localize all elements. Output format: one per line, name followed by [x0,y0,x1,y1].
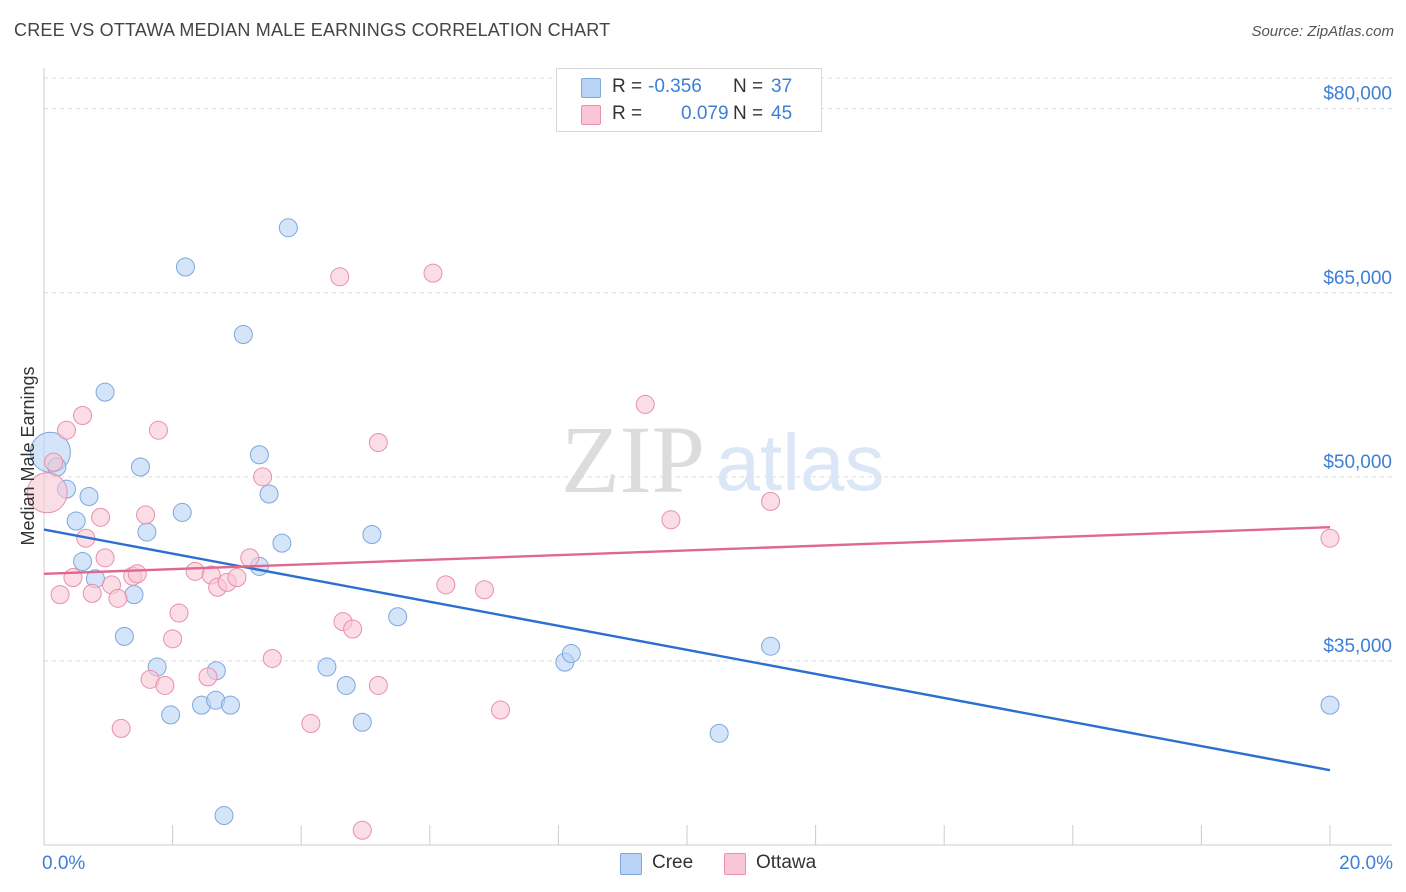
cree-point [336,675,356,695]
ottawa-trend-line [43,525,1331,575]
ottawa-point [163,629,183,649]
cree-point [114,626,134,646]
legend-n-value-ottawa: 45 [771,103,793,124]
ottawa-point [761,491,781,511]
cree-point [561,644,581,664]
cree-point [362,525,382,545]
ottawa-point [352,820,372,840]
ottawa-point [368,675,388,695]
cree-point [249,445,269,465]
ottawa-swatch [724,853,746,875]
ottawa-point [26,472,68,514]
ottawa-point [491,700,511,720]
cree-point [175,257,195,277]
ottawa-point [368,432,388,452]
watermark-atlas: atlas [716,418,885,507]
ottawa-point [436,575,456,595]
correlation-legend: R = -0.356 N = 37 R = 0.079 N = 45 [556,68,822,132]
chart-title: CREE VS OTTAWA MEDIAN MALE EARNINGS CORR… [14,20,611,40]
ottawa-point [262,648,282,668]
ottawa-point [50,585,70,605]
cree-point [66,511,86,531]
grid-lines [44,77,1392,662]
cree-point [137,522,157,542]
source-label: Source: ZipAtlas.com [1251,23,1394,40]
ottawa-point [73,405,93,425]
ottawa-point [82,583,102,603]
cree-point [124,585,144,605]
ottawa-point [423,263,443,283]
cree-point [272,533,292,553]
cree-point [709,723,729,743]
legend-r-label: R = [612,103,643,124]
y-tick-label: $80,000 [1323,84,1392,105]
ottawa-point [148,420,168,440]
ottawa-point [44,452,64,472]
cree-point [79,486,99,506]
bottom-legend-ottawa-label: Ottawa [756,852,817,873]
ottawa-point [57,420,77,440]
ottawa-point [63,567,83,587]
ottawa-point [635,394,655,414]
legend-r-value-cree: -0.356 [648,76,702,97]
cree-point [352,712,372,732]
trend-lines [43,525,1331,772]
ottawa-swatch [581,105,601,125]
cree-point [259,484,279,504]
y-axis-title: Median Male Earnings [18,366,38,545]
watermark-zip: ZIP [561,406,705,513]
cree-point [130,457,150,477]
ottawa-point [330,267,350,287]
cree-point [761,636,781,656]
ottawa-point [155,675,175,695]
cree-point [172,502,192,522]
bottom-legend-cree-label: Cree [652,852,694,873]
legend-n-label: N = [733,76,764,97]
y-tick-label: $35,000 [1323,636,1392,657]
y-tick-label: $65,000 [1323,268,1392,289]
cree-point [161,705,181,725]
legend-r-label: R = [612,76,643,97]
data-points [26,218,1340,840]
cree-trend-line [43,528,1331,772]
cree-point [214,806,234,826]
cree-point [73,552,93,572]
ottawa-point [240,548,260,568]
cree-swatch [620,853,642,875]
ottawa-point [136,505,156,525]
ottawa-point [343,619,363,639]
ottawa-point [301,714,321,734]
ottawa-point [661,510,681,530]
cree-swatch [581,78,601,98]
axis-labels: $35,000 $50,000 $65,000 $80,000 0.0% 20.0% Med… [18,84,1393,874]
ottawa-point [111,718,131,738]
ottawa-point [1320,528,1340,548]
ottawa-point [127,564,147,584]
ottawa-point [169,603,189,623]
ottawa-point [95,548,115,568]
ottawa-point [185,561,205,581]
ottawa-point [474,580,494,600]
legend-r-value-ottawa: 0.079 [681,103,729,124]
cree-point [317,657,337,677]
cree-point [233,324,253,344]
cree-point [278,218,298,238]
x-tick-label: 0.0% [42,853,85,874]
ottawa-point [253,467,273,487]
ottawa-point [198,667,218,687]
ottawa-point [227,567,247,587]
ottawa-point [91,507,111,527]
cree-point [220,695,240,715]
y-tick-label: $50,000 [1323,452,1392,473]
legend-n-value-cree: 37 [771,76,793,97]
x-tick-label: 20.0% [1339,853,1393,874]
cree-point [95,382,115,402]
cree-point [1320,695,1340,715]
legend-n-label: N = [733,103,764,124]
cree-point [388,607,408,627]
ottawa-point [108,588,128,608]
